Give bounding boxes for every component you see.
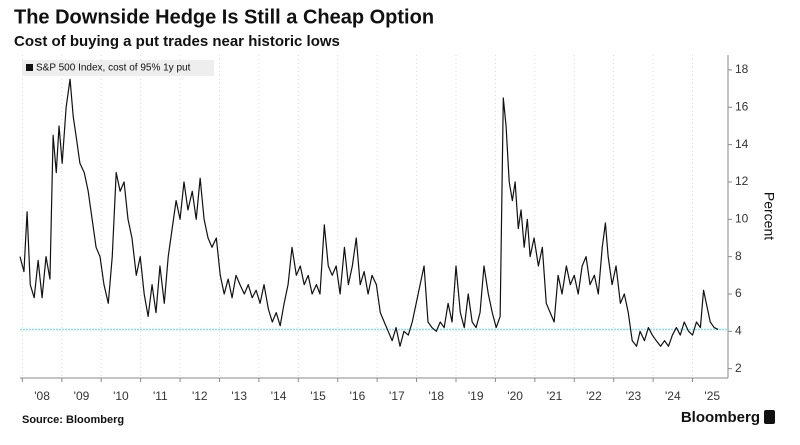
x-tick-label: '21 — [547, 389, 563, 403]
x-tick-label: '08 — [34, 389, 50, 403]
chart-title: The Downside Hedge Is Still a Cheap Opti… — [14, 6, 434, 28]
y-tick-label: 16 — [735, 99, 749, 113]
x-tick-label: '11 — [153, 389, 168, 403]
y-tick-label: 4 — [735, 323, 742, 337]
data-line — [19, 78, 719, 347]
brand-icon — [764, 410, 775, 424]
y-tick-label: 8 — [735, 249, 742, 263]
chart-subtitle: Cost of buying a put trades near histori… — [14, 33, 340, 50]
x-tick-label: '24 — [665, 389, 681, 403]
y-tick-label: 18 — [735, 62, 749, 76]
y-tick-label: 6 — [735, 286, 742, 300]
x-tick-label: '13 — [231, 389, 247, 403]
x-tick-label: '12 — [192, 389, 208, 403]
x-tick-label: '23 — [626, 389, 642, 403]
x-tick-label: '10 — [113, 389, 129, 403]
legend-label: S&P 500 Index, cost of 95% 1y put — [36, 63, 191, 74]
legend-swatch — [26, 64, 33, 71]
brand-logo: Bloomberg — [681, 409, 760, 426]
y-tick-label: 12 — [735, 174, 749, 188]
x-tick-label: '17 — [389, 389, 405, 403]
x-tick-label: '25 — [704, 389, 720, 403]
legend-box — [22, 60, 214, 76]
x-tick-label: '09 — [74, 389, 90, 403]
x-tick-label: '14 — [271, 389, 287, 403]
x-tick-label: '22 — [586, 389, 602, 403]
x-tick-label: '18 — [428, 389, 444, 403]
y-axis-label: Percent — [761, 192, 777, 240]
x-tick-label: '19 — [468, 389, 484, 403]
x-tick-label: '15 — [310, 389, 326, 403]
x-tick-label: '20 — [507, 389, 523, 403]
y-tick-label: 14 — [735, 137, 749, 151]
y-tick-label: 2 — [735, 361, 742, 375]
y-tick-label: 10 — [735, 211, 749, 225]
x-tick-label: '16 — [350, 389, 366, 403]
source: Source: Bloomberg — [22, 414, 124, 426]
